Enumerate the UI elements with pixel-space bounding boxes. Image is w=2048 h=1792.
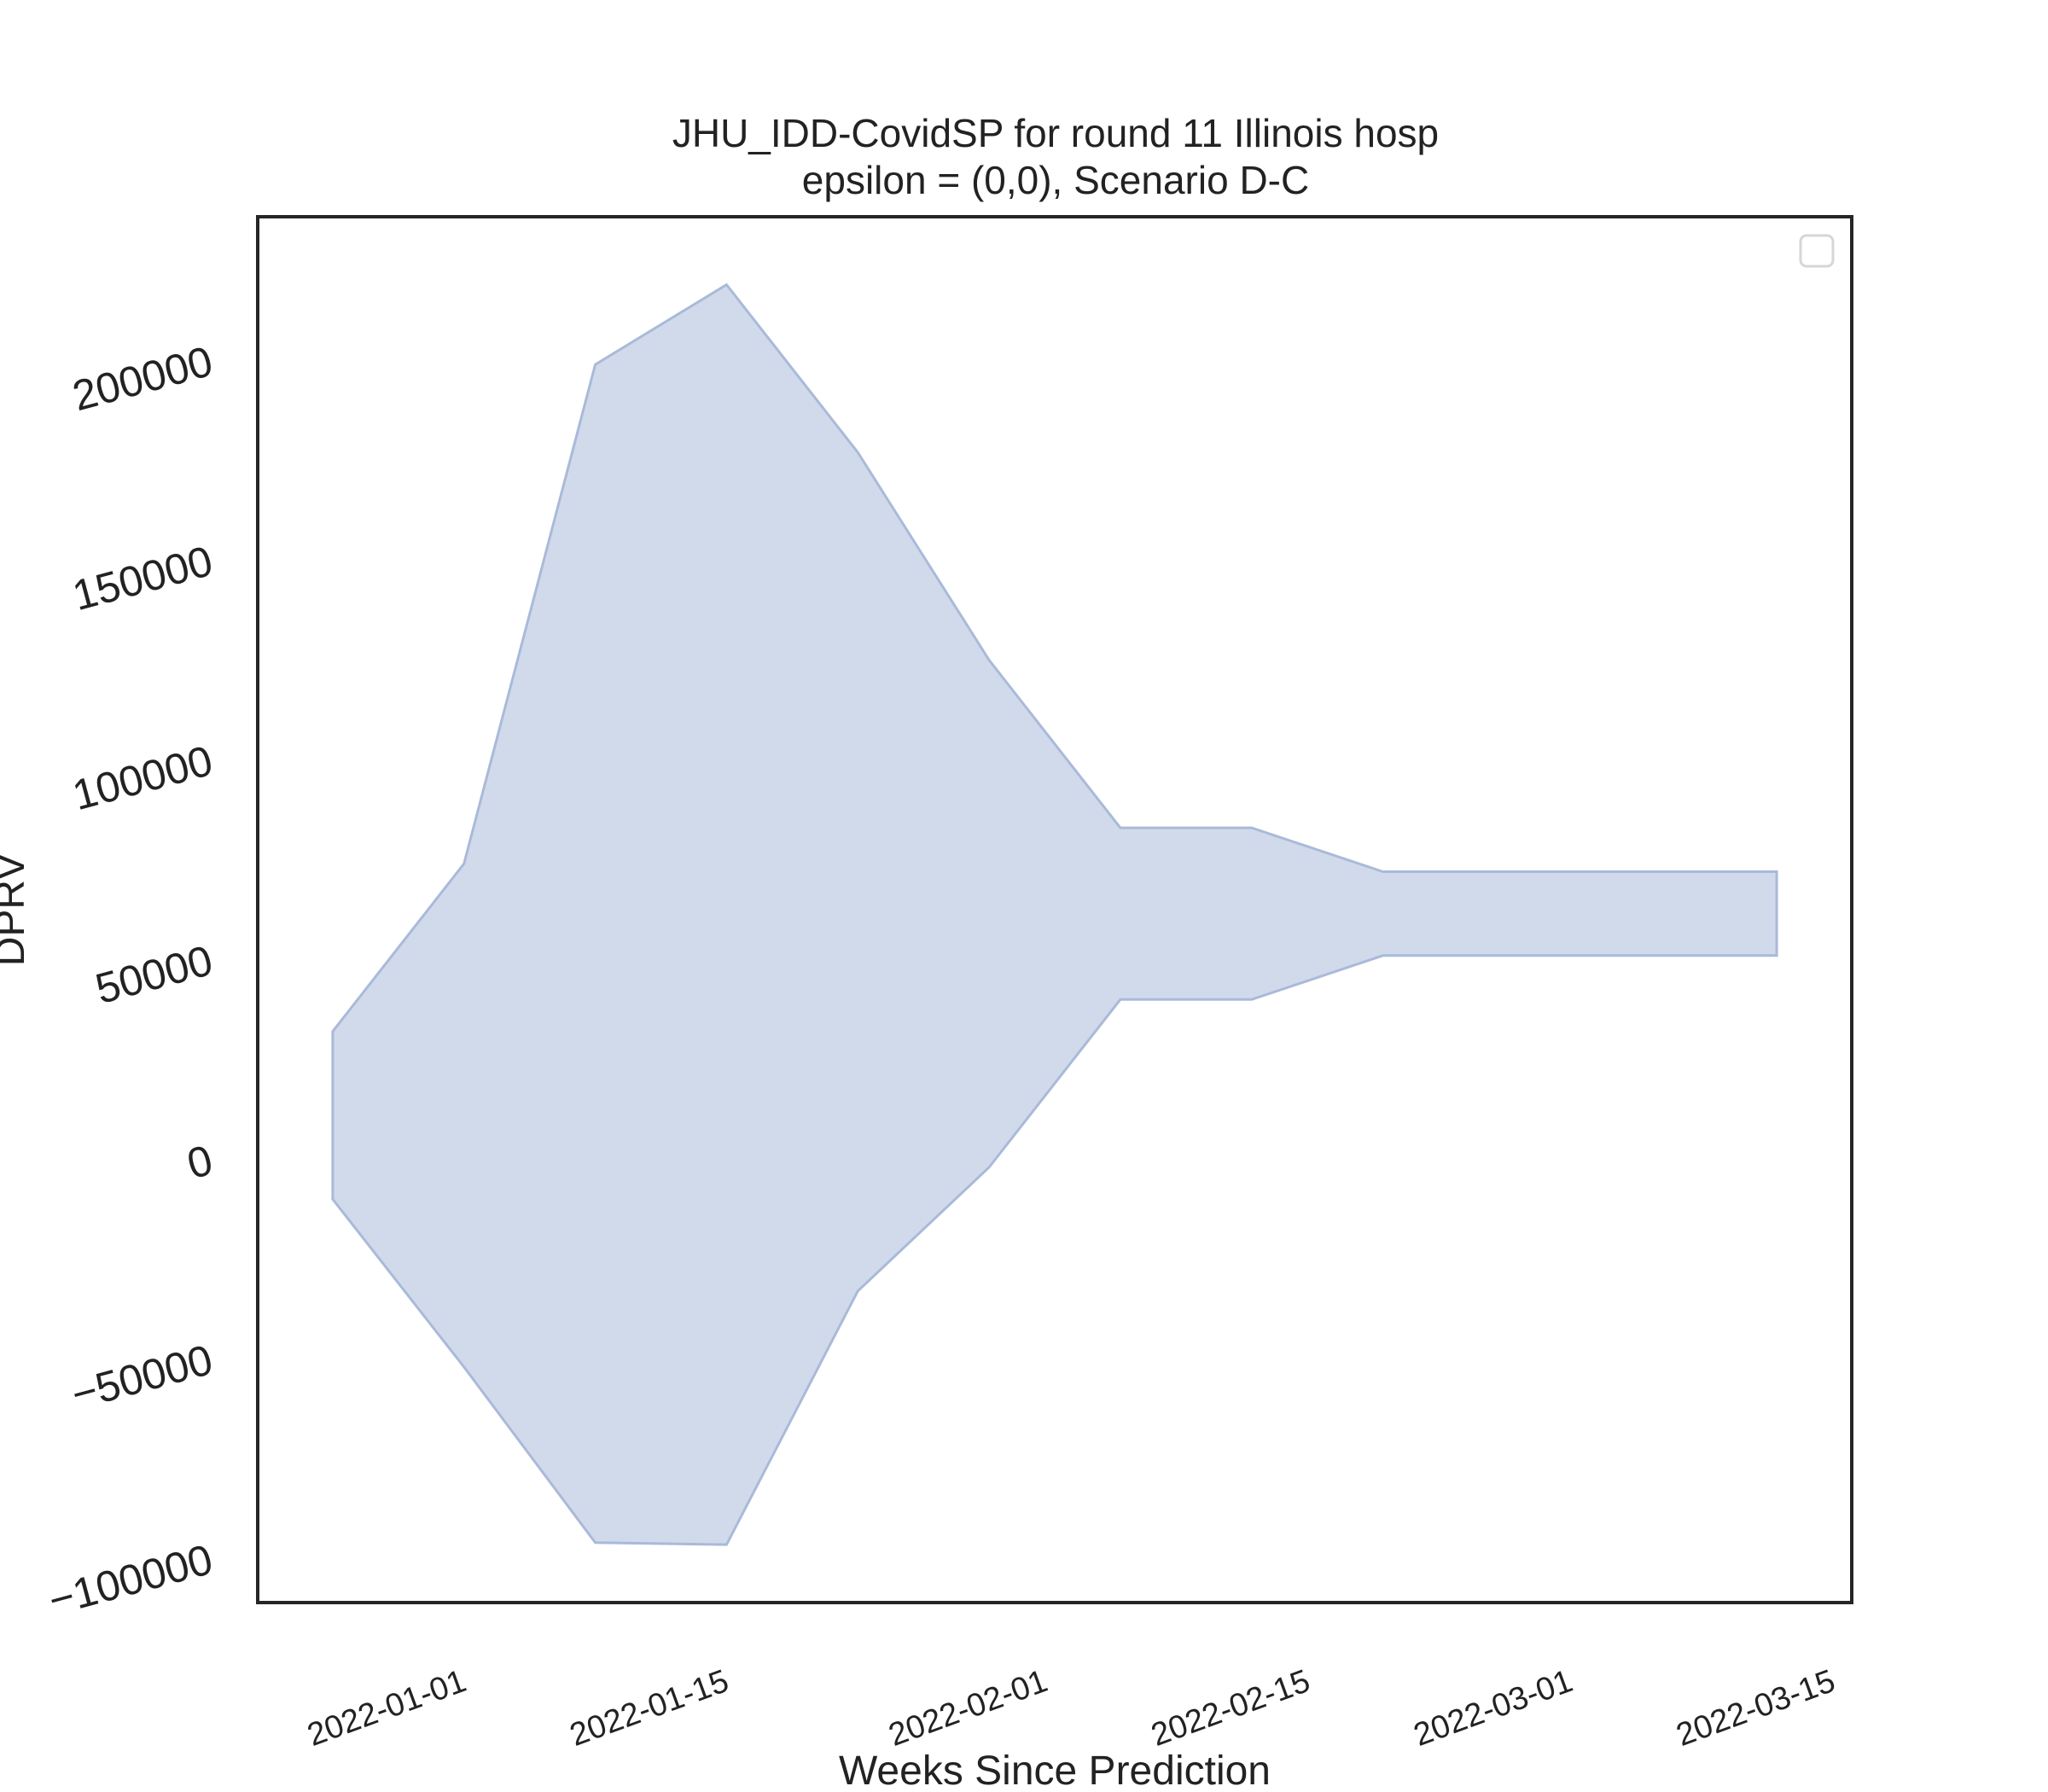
x-tick-label: 2022-03-15 (1672, 1663, 1840, 1754)
legend-box (1799, 234, 1835, 268)
x-axis-label: Weeks Since Prediction (839, 1748, 1271, 1792)
y-axis-label: DPRV (0, 853, 33, 967)
confidence-band (331, 282, 1778, 1546)
y-tick-label: 150000 (67, 537, 218, 620)
x-tick-label: 2022-02-01 (884, 1663, 1052, 1754)
y-tick-label: 200000 (67, 337, 218, 420)
y-tick-label: 0 (182, 1136, 217, 1188)
y-tick-label: 100000 (67, 736, 218, 819)
x-axis-ticks: 2022-01-01 2022-01-15 2022-02-01 2022-02-15… (303, 1663, 1840, 1754)
chart-title-line2: epsilon = (0,0), Scenario D-C (802, 158, 1309, 202)
plot-frame (256, 215, 1853, 1604)
y-tick-label: −100000 (44, 1535, 218, 1625)
y-tick-label: 50000 (90, 936, 218, 1013)
x-tick-label: 2022-02-15 (1147, 1663, 1315, 1754)
x-tick-label: 2022-01-15 (565, 1663, 733, 1754)
x-tick-label: 2022-03-01 (1409, 1663, 1577, 1754)
y-tick-label: −50000 (67, 1335, 218, 1419)
chart-title-line1: JHU_IDD-CovidSP for round 11 Illinois ho… (672, 111, 1439, 155)
x-tick-label: 2022-01-01 (303, 1663, 471, 1754)
y-axis-ticks: −100000 −50000 0 50000 100000 150000 200000 (44, 337, 218, 1625)
